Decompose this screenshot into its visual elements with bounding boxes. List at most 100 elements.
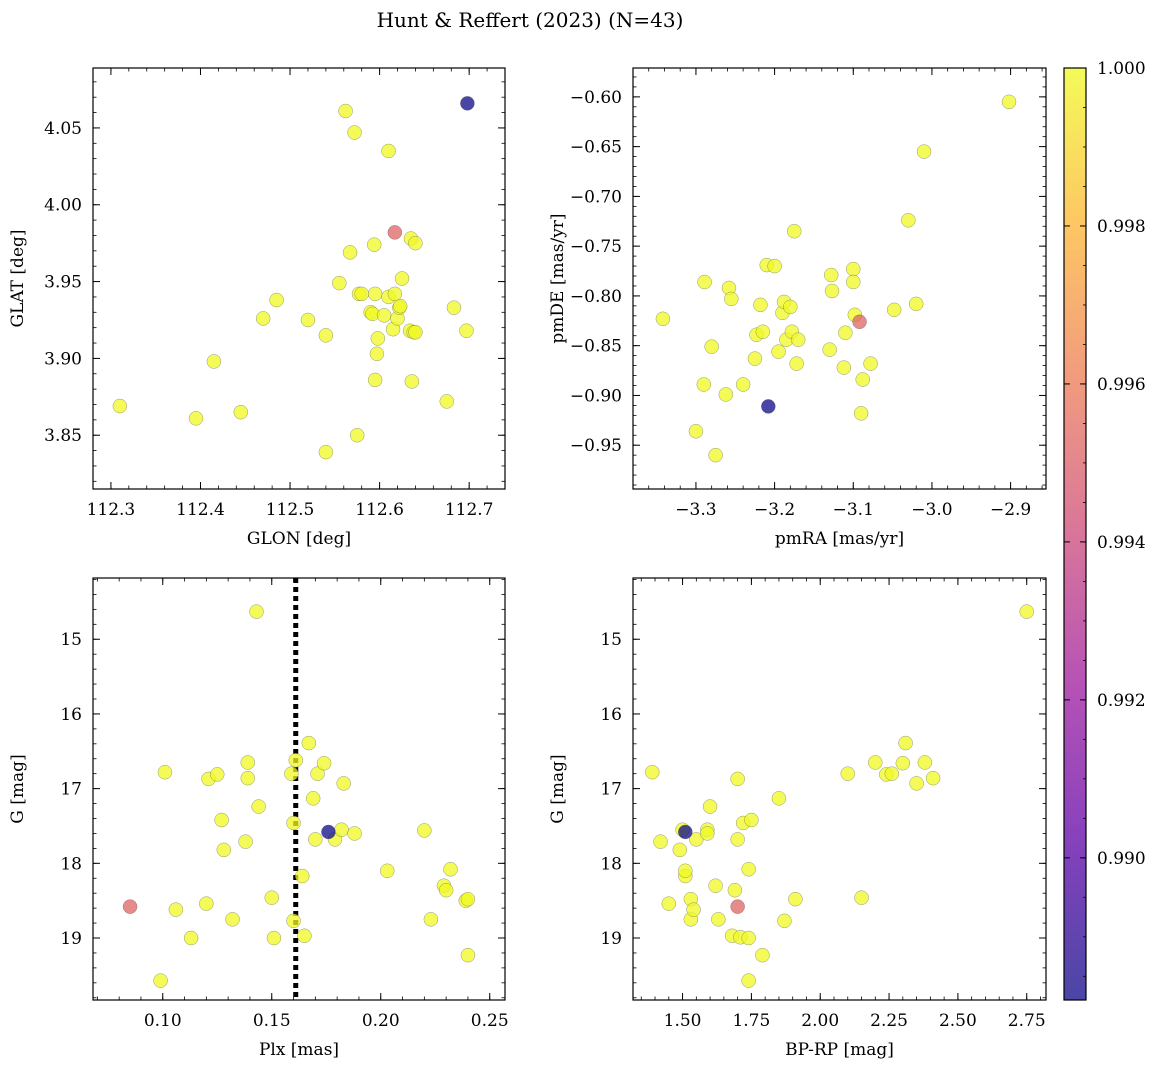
data-point — [741, 862, 756, 877]
panel-glon-glat: 112.3 112.4 112.5 112.6 112.7 3.85 3.90 3.95 4.0… — [8, 67, 506, 549]
data-point — [255, 311, 271, 326]
data-point — [460, 947, 476, 963]
data-point — [895, 755, 911, 771]
y-tick-label: −0.95 — [570, 436, 622, 456]
plot-area — [93, 578, 505, 1000]
axes-frame — [92, 67, 506, 490]
data-point — [836, 360, 852, 375]
x-tick-label: −3.3 — [675, 500, 716, 520]
data-point — [439, 394, 455, 409]
data-point — [392, 298, 408, 314]
x-tick-label: 1.75 — [732, 1011, 770, 1031]
data-point — [730, 771, 745, 787]
y-tick-label: −0.85 — [570, 337, 622, 357]
data-point — [741, 930, 756, 946]
data-point — [855, 372, 870, 387]
x-tick-label: 1.50 — [664, 1011, 702, 1031]
y-tick-label: −0.90 — [570, 386, 622, 406]
data-point — [853, 406, 869, 421]
data-point — [672, 842, 688, 858]
y-axis-label: G [mag] — [548, 754, 568, 823]
data-point — [354, 286, 369, 302]
data-point — [788, 891, 803, 907]
x-tick-label: 112.4 — [176, 500, 225, 520]
data-point — [459, 323, 474, 338]
data-point — [238, 834, 253, 849]
data-point — [214, 812, 229, 828]
y-tick-label: −0.60 — [570, 88, 622, 108]
data-point — [112, 398, 128, 414]
figure-title: Hunt & Reffert (2023) (N=43) — [377, 8, 684, 32]
data-point — [852, 314, 867, 330]
data-point — [718, 387, 734, 402]
data-point — [1019, 604, 1034, 619]
colorbar-tick-label: 0.998 — [1097, 217, 1146, 237]
data-point — [394, 271, 410, 286]
data-point — [863, 356, 878, 371]
data-point — [225, 912, 240, 927]
data-point — [308, 832, 323, 847]
data-point — [840, 766, 856, 781]
y-tick-label: 3.85 — [44, 426, 82, 446]
data-point — [744, 812, 759, 828]
x-axis-label: pmRA [mas/yr] — [775, 529, 904, 549]
data-point — [264, 890, 280, 905]
x-axis-label: Plx [mas] — [259, 1040, 339, 1060]
plot-area — [633, 578, 1046, 1000]
x-tick-label: 112.5 — [266, 500, 315, 520]
data-point — [336, 776, 351, 791]
data-point — [206, 354, 222, 369]
colorbar-tick-label: 0.992 — [1097, 691, 1146, 711]
data-point — [387, 225, 403, 240]
data-point — [446, 300, 462, 315]
plot-area — [93, 68, 505, 489]
data-point — [269, 292, 284, 308]
data-point — [783, 299, 798, 315]
data-point — [251, 799, 266, 814]
y-tick-label: 16 — [600, 705, 622, 725]
data-point — [332, 275, 347, 291]
y-tick-label: 19 — [60, 929, 82, 949]
data-point — [367, 372, 383, 388]
data-point — [199, 896, 214, 911]
data-point — [789, 356, 804, 371]
x-tick-label: −2.9 — [990, 500, 1031, 520]
data-point — [168, 902, 184, 917]
data-point — [755, 324, 771, 339]
data-point — [771, 344, 786, 359]
data-point — [443, 862, 458, 877]
colorbar-tick-label: 0.994 — [1097, 533, 1146, 553]
y-tick-label: 15 — [600, 630, 622, 650]
data-point — [249, 604, 264, 619]
data-point — [338, 103, 353, 119]
data-point — [183, 930, 199, 946]
data-point — [704, 339, 719, 354]
y-tick-label: 18 — [60, 854, 82, 874]
data-point — [678, 863, 693, 879]
data-point — [886, 302, 902, 318]
x-tick-label: −3.2 — [754, 500, 795, 520]
data-point — [700, 826, 715, 841]
data-point — [653, 834, 668, 849]
data-point — [777, 913, 792, 929]
data-point — [787, 223, 802, 239]
x-tick-label: 0.10 — [144, 1011, 182, 1031]
data-point — [376, 308, 392, 323]
y-tick-label: 17 — [600, 780, 622, 800]
data-point — [460, 891, 476, 907]
axes-frame — [92, 577, 506, 1001]
data-point — [741, 973, 756, 988]
data-point — [822, 342, 837, 357]
data-point — [334, 822, 349, 837]
panel-bprp-g: 1.50 1.75 2.00 2.25 2.50 2.75 15 16 17 18 19 BP-RP … — [548, 577, 1047, 1060]
points — [112, 96, 475, 460]
x-axis-label: BP-RP [mag] — [785, 1040, 894, 1060]
data-point — [884, 766, 900, 781]
data-point — [369, 346, 385, 362]
data-point — [711, 912, 726, 927]
data-point — [767, 258, 782, 274]
data-point — [1001, 94, 1017, 110]
data-point — [730, 832, 745, 847]
y-tick-label: 4.05 — [44, 119, 82, 139]
